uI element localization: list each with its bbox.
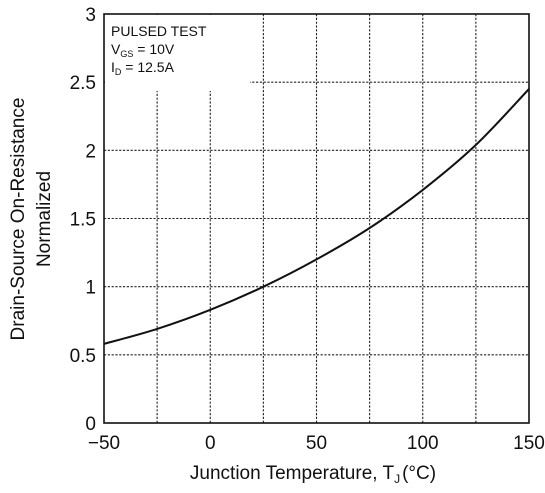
annotation-vgs: VGS = 10V <box>111 41 175 59</box>
x-tick-label: 50 <box>306 433 327 454</box>
y-tick-label: 0.5 <box>70 346 96 367</box>
x-tick-label: 150 <box>513 433 545 454</box>
annotation-box <box>105 15 250 91</box>
annotation-pulsed-test: PULSED TEST <box>111 23 207 39</box>
y-tick-label: 0 <box>85 414 96 435</box>
y-tick-label: 2.5 <box>70 73 96 94</box>
plot-frame <box>103 13 530 424</box>
y-tick-label: 1 <box>85 278 96 299</box>
tick-labels: 00.511.522.53−50 0 50 100 150 <box>70 5 545 454</box>
y-axis-label-line2: Normalized <box>34 171 55 267</box>
grid <box>104 14 529 423</box>
x-tick-label: 0 <box>205 433 216 454</box>
y-tick-label: 1.5 <box>70 210 96 231</box>
series-line <box>103 88 530 345</box>
x-axis-label: Junction Temperature, TJ (°C) <box>190 463 436 486</box>
x-tick-label: 100 <box>407 433 439 454</box>
y-tick-label: 2 <box>85 141 96 162</box>
series-curve <box>103 88 530 345</box>
y-tick-label: 3 <box>85 5 96 26</box>
annotation-id: ID = 12.5A <box>111 59 175 77</box>
x-tick-label: −50 <box>88 433 120 454</box>
y-axis-label-line1: Drain-Source On-Resistance <box>8 98 29 341</box>
